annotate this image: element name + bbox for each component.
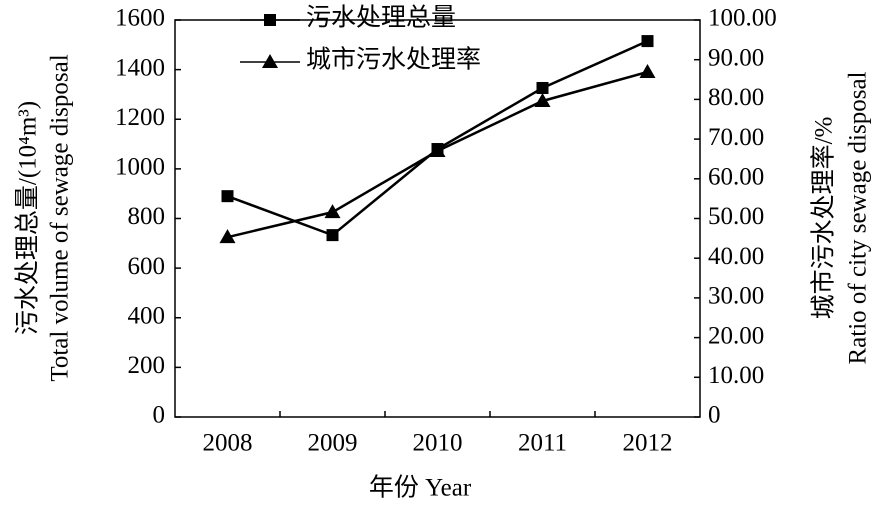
data-point: [221, 190, 234, 203]
legend-marker: [262, 54, 278, 68]
y2-tick-label: 10.00: [708, 362, 764, 389]
y2-tick-label: 70.00: [708, 124, 764, 151]
y-tick-label: 800: [128, 203, 166, 230]
y-tick-label: 400: [128, 302, 166, 329]
data-point: [429, 143, 446, 158]
x-tick-label: 2009: [308, 430, 358, 457]
y2-tick-label: 100.00: [708, 5, 777, 32]
data-point: [639, 64, 656, 79]
y-tick-label: 600: [128, 253, 166, 280]
x-tick-label: 2008: [203, 430, 253, 457]
data-point: [536, 81, 549, 94]
y-tick-label: 200: [128, 352, 166, 379]
y2-tick-label: 50.00: [708, 203, 764, 230]
y-tick-label: 0: [153, 402, 166, 429]
y2-axis-label: 城市污水处理率/%: [810, 117, 838, 320]
y2-tick-label: 20.00: [708, 322, 764, 349]
y2-tick-label: 0: [708, 402, 721, 429]
y-tick-label: 1400: [115, 54, 165, 81]
data-point: [326, 229, 339, 242]
legend-label: 污水处理总量: [306, 4, 456, 32]
y-tick-label: 1600: [115, 5, 165, 32]
data-point: [641, 35, 654, 48]
y2-tick-label: 30.00: [708, 283, 764, 310]
y2-axis-label: Ratio of city sewage disposal: [845, 71, 872, 364]
legend-marker: [264, 14, 276, 26]
y2-tick-label: 90.00: [708, 44, 764, 71]
y-tick-label: 1200: [115, 104, 165, 131]
y-axis-label: Total volume of sewage disposal: [47, 54, 74, 381]
y-axis-label: 污水处理总量/(10⁴m³): [14, 101, 42, 335]
y2-tick-label: 60.00: [708, 164, 764, 191]
x-axis-label: 年份 Year: [369, 474, 472, 502]
x-tick-label: 2011: [518, 430, 567, 457]
x-tick-label: 2012: [623, 430, 673, 457]
data-point: [534, 92, 551, 107]
data-point: [324, 204, 341, 219]
y2-tick-label: 80.00: [708, 84, 764, 111]
y2-tick-label: 40.00: [708, 243, 764, 270]
x-tick-label: 2010: [413, 430, 463, 457]
data-point: [219, 229, 236, 244]
legend-label: 城市污水处理率: [306, 46, 481, 74]
y-tick-label: 1000: [115, 154, 165, 181]
